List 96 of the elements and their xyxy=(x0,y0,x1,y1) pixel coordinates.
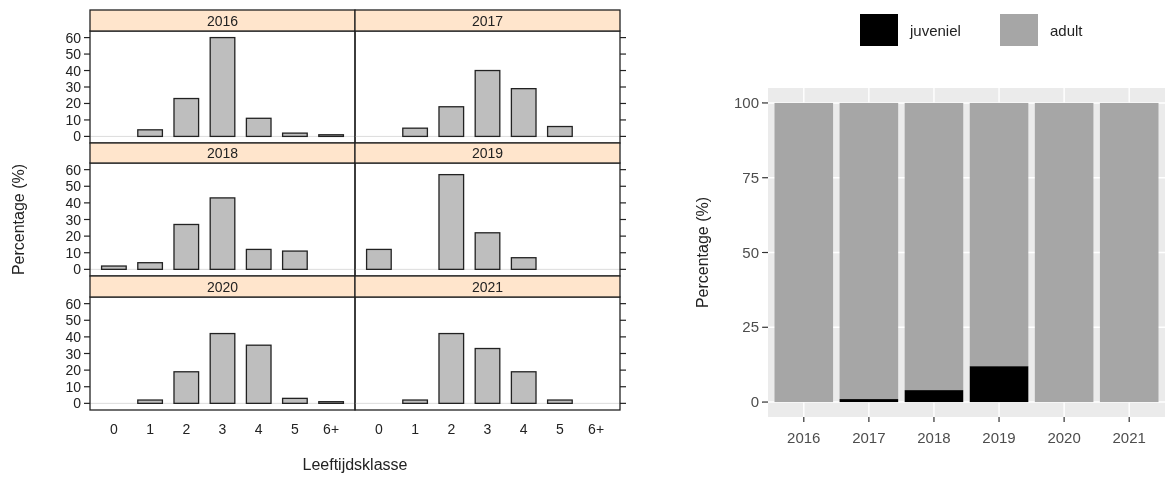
legend-label: adult xyxy=(1050,22,1084,39)
bar xyxy=(438,173,465,270)
y-tick-label: 10 xyxy=(65,111,82,128)
y-tick-label: 60 xyxy=(65,295,82,312)
bar xyxy=(839,399,899,403)
chart-title: 2018 xyxy=(206,145,239,161)
y-tick-label: 75 xyxy=(742,168,759,186)
x-tick-label: 5 xyxy=(291,421,300,437)
x-tick-label: 1 xyxy=(411,421,420,437)
bar xyxy=(209,197,236,270)
bar xyxy=(969,366,1029,403)
x-tick-label: 2018 xyxy=(917,429,951,446)
bar xyxy=(173,371,200,404)
bar xyxy=(209,36,236,138)
x-tick-label: 6+ xyxy=(323,421,340,437)
bar xyxy=(1034,102,1094,403)
x-tick-label: 5 xyxy=(556,421,565,437)
y-tick-label: 25 xyxy=(742,318,759,336)
bar xyxy=(1099,102,1159,403)
y-tick-label: 20 xyxy=(65,362,82,379)
y-tick-label: 30 xyxy=(65,79,82,95)
y-tick-label: 50 xyxy=(65,312,82,329)
x-tick-label: 4 xyxy=(254,421,263,437)
bar xyxy=(245,248,272,270)
bar xyxy=(281,250,308,270)
x-tick-label: 3 xyxy=(483,421,492,437)
x-tick-label: 3 xyxy=(218,421,227,437)
y-tick-label: 10 xyxy=(65,378,82,395)
y-tick-label: 60 xyxy=(65,161,82,178)
y-tick-label: 40 xyxy=(65,62,82,79)
bar xyxy=(969,102,1029,367)
y-tick-label: 50 xyxy=(742,243,759,261)
bar xyxy=(438,332,465,404)
y-tick-label: 0 xyxy=(73,395,82,412)
y-tick-label: 40 xyxy=(65,328,82,345)
bar xyxy=(474,232,501,270)
y-tick-label: 30 xyxy=(65,345,82,362)
bar xyxy=(546,399,573,404)
x-tick-label: 1 xyxy=(146,421,155,437)
chart-title: 2020 xyxy=(206,278,239,295)
bar xyxy=(281,132,308,138)
y-tick-label: 20 xyxy=(65,228,82,245)
bar xyxy=(245,117,272,138)
y-tick-label: 10 xyxy=(65,244,82,261)
x-tick-label: 2017 xyxy=(852,429,886,446)
y-tick-label: 20 xyxy=(65,95,82,112)
bar xyxy=(100,265,127,270)
y-tick-label: 60 xyxy=(65,29,82,46)
y-tick-label: 0 xyxy=(750,393,759,411)
bar xyxy=(839,102,899,400)
bar xyxy=(137,262,164,270)
bar xyxy=(281,397,308,404)
bar xyxy=(365,248,392,270)
x-tick-label: 2021 xyxy=(1112,429,1146,446)
x-tick-label: 2020 xyxy=(1047,429,1081,446)
chart-title: 2017 xyxy=(471,12,504,29)
bar xyxy=(137,399,164,404)
bar xyxy=(904,102,964,391)
bar xyxy=(510,257,537,270)
bar xyxy=(510,371,537,404)
bar xyxy=(474,69,501,138)
y-axis-title: Percentage (%) xyxy=(10,163,27,276)
y-tick-label: 40 xyxy=(65,194,82,211)
bar xyxy=(774,102,834,403)
y-axis-title: Percentage (%) xyxy=(694,196,711,309)
x-tick-label: 2019 xyxy=(982,429,1016,446)
x-tick-label: 6+ xyxy=(588,421,605,437)
x-tick-label: 4 xyxy=(519,421,528,437)
bar xyxy=(209,332,236,404)
bar xyxy=(474,347,501,404)
y-tick-label: 30 xyxy=(65,211,82,228)
legend-label: juveniel xyxy=(909,22,961,39)
bar xyxy=(402,127,429,138)
bar xyxy=(546,125,573,138)
x-tick-label: 2016 xyxy=(787,429,821,446)
y-tick-label: 50 xyxy=(65,46,82,63)
chart-title: 2016 xyxy=(206,12,239,29)
bar xyxy=(904,390,964,403)
bar xyxy=(510,88,537,138)
x-axis-title: Leeftijdsklasse xyxy=(302,456,408,473)
bar xyxy=(173,97,200,138)
y-tick-label: 0 xyxy=(73,128,82,145)
y-tick-label: 50 xyxy=(65,178,82,195)
chart-title: 2021 xyxy=(471,278,504,295)
bar xyxy=(173,223,200,270)
bar xyxy=(402,399,429,404)
x-tick-label: 0 xyxy=(374,421,383,437)
x-tick-label: 0 xyxy=(110,421,118,437)
bar xyxy=(245,344,272,404)
chart-title: 2019 xyxy=(471,145,504,161)
x-tick-label: 2 xyxy=(447,421,456,437)
y-tick-label: 0 xyxy=(73,261,82,278)
bar xyxy=(438,106,465,138)
y-tick-label: 100 xyxy=(733,93,759,111)
bar xyxy=(137,129,164,138)
x-tick-label: 2 xyxy=(182,421,191,437)
